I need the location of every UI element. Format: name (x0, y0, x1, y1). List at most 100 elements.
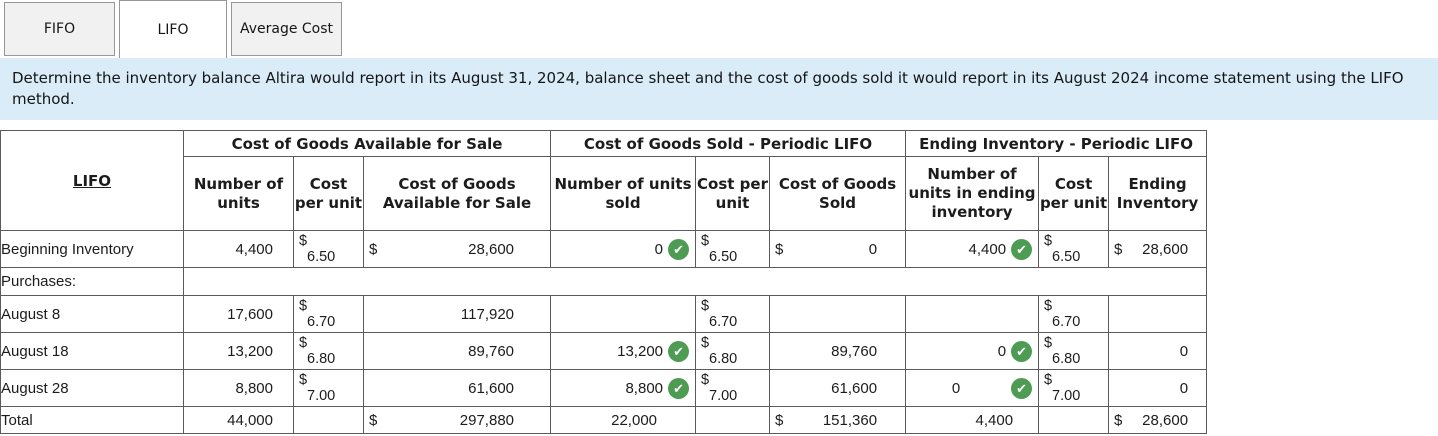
group-header-row: LIFO Cost of Goods Available for Sale Co… (0, 130, 1208, 231)
dollar-sign: $ (1044, 334, 1053, 351)
units-sold-cell[interactable]: 0 ✔ (550, 230, 697, 268)
dollar-sign: $ (701, 371, 710, 388)
dollar-sign: $ (1044, 297, 1053, 314)
correct-check-icon: ✔ (668, 377, 690, 399)
col-cost-per-unit-sold: Cost per unit (695, 156, 771, 231)
dollar-sign: $ (1114, 411, 1123, 429)
units-sold-cell[interactable]: 8,800 ✔ (550, 369, 697, 407)
dollar-sign: $ (299, 232, 308, 249)
cost-goods-available-cell: $28,600 (362, 230, 552, 268)
cost-goods-available-cell: 61,600 (362, 369, 552, 407)
correct-check-icon: ✔ (668, 238, 690, 260)
col-units-ending: Number of units in ending inventory (905, 156, 1040, 231)
units-ending-total-cell: 4,400 (905, 406, 1040, 434)
dollar-sign: $ (1114, 240, 1123, 258)
tab-fifo[interactable]: FIFO (4, 2, 115, 56)
dollar-sign: $ (775, 240, 784, 258)
cost-per-unit-sold-cell: $6.80 (695, 332, 771, 370)
col-units-sold: Number of units sold (550, 156, 697, 231)
units-available-cell: 17,600 (183, 295, 294, 333)
cost-per-unit-ending-cell (1038, 406, 1110, 434)
entered-value: 8,800 (625, 379, 664, 397)
col-cost-of-goods-sold: Cost of Goods Sold (769, 156, 907, 231)
ending-inventory-cell (1108, 295, 1208, 333)
cost-per-unit-sold-cell (695, 406, 771, 434)
unit-cost-value: 6.70 (307, 313, 336, 330)
ending-inventory-cell: 0 (1108, 369, 1208, 407)
cost-goods-available-cell: 89,760 (362, 332, 552, 370)
row-label: August 28 (0, 369, 184, 407)
dollar-sign: $ (701, 334, 710, 351)
cost-per-unit-available-cell: $6.70 (293, 295, 364, 333)
ending-inventory-total-cell: $28,600 (1108, 406, 1208, 434)
correct-check-icon: ✔ (668, 340, 690, 362)
tab-average-cost[interactable]: Average Cost (231, 2, 342, 56)
tab-lifo[interactable]: LIFO (119, 0, 227, 58)
dollar-sign: $ (775, 411, 784, 429)
row-total: Total 44,000 $297,880 22,000 $151,360 4,… (0, 406, 1208, 434)
tab-bar: FIFO LIFO Average Cost (0, 0, 1438, 58)
row-label: Total (0, 406, 184, 434)
units-ending-cell[interactable]: 4,400 ✔ (905, 230, 1040, 268)
entered-value: 0 (997, 342, 1007, 360)
entered-value: 13,200 (617, 342, 664, 360)
row-label: Purchases: (0, 267, 184, 296)
units-sold-cell[interactable]: 13,200 ✔ (550, 332, 697, 370)
correct-check-icon: ✔ (1011, 238, 1033, 260)
row-august-18: August 18 13,200 $6.80 89,760 13,200 ✔ $6… (0, 332, 1208, 370)
cost-per-unit-available-cell: $6.80 (293, 332, 364, 370)
col-cost-goods-available: Cost of Goods Available for Sale (362, 156, 552, 231)
unit-cost-value: 6.80 (1052, 350, 1081, 367)
entered-value: 0 (654, 240, 664, 258)
row-purchases: Purchases: (0, 267, 1208, 296)
unit-cost-value: 7.00 (307, 387, 336, 404)
cost-per-unit-available-cell (293, 406, 364, 434)
unit-cost-value: 7.00 (1052, 387, 1081, 404)
cost-goods-available-total-cell: $297,880 (362, 406, 552, 434)
unit-cost-value: 6.50 (307, 248, 336, 265)
cost-of-goods-sold-cell: 89,760 (769, 332, 907, 370)
entered-value: 0 (951, 379, 961, 397)
row-label: August 8 (0, 295, 184, 333)
cost-per-unit-sold-cell: $6.50 (695, 230, 771, 268)
dollar-sign: $ (369, 240, 378, 258)
row-august-28: August 28 8,800 $7.00 61,600 8,800 ✔ $7.0… (0, 369, 1208, 407)
cost-of-goods-sold-cell (769, 295, 907, 333)
cost-per-unit-available-cell: $6.50 (293, 230, 364, 268)
unit-cost-value: 7.00 (709, 387, 738, 404)
units-ending-cell (905, 295, 1040, 333)
correct-check-icon: ✔ (1011, 340, 1033, 362)
column-header-row: Number of units Cost per unit Cost of Go… (1, 156, 1208, 231)
dollar-sign: $ (1044, 232, 1053, 249)
units-available-cell: 13,200 (183, 332, 294, 370)
col-number-of-units: Number of units (183, 156, 294, 231)
units-sold-total-cell: 22,000 (550, 406, 697, 434)
cost-goods-available-cell: 117,920 (362, 295, 552, 333)
row-august-8: August 8 17,600 $6.70 117,920 $6.70 $6.7… (0, 295, 1208, 333)
cost-per-unit-ending-cell: $6.80 (1038, 332, 1110, 370)
row-beginning-inventory: Beginning Inventory 4,400 $6.50 $28,600 … (0, 230, 1208, 268)
col-cost-per-unit-available: Cost per unit (293, 156, 364, 231)
dollar-sign: $ (1044, 371, 1053, 388)
amount-value: 297,880 (459, 411, 515, 429)
cost-of-goods-sold-cell: 61,600 (769, 369, 907, 407)
dollar-sign: $ (701, 297, 710, 314)
units-sold-cell (550, 295, 697, 333)
col-cost-per-unit-ending: Cost per unit (1038, 156, 1110, 231)
empty-cell (182, 267, 1208, 296)
dollar-sign: $ (299, 371, 308, 388)
row-label: August 18 (0, 332, 184, 370)
unit-cost-value: 6.80 (709, 350, 738, 367)
lifo-table: LIFO Cost of Goods Available for Sale Co… (0, 130, 1208, 434)
amount-value: 28,600 (1142, 240, 1189, 258)
correct-check-icon: ✔ (1011, 377, 1033, 399)
dollar-sign: $ (299, 297, 308, 314)
group-ending-inventory: Ending Inventory - Periodic LIFO (905, 130, 1208, 157)
group-cost-goods-sold: Cost of Goods Sold - Periodic LIFO (550, 130, 907, 157)
amount-value: 28,600 (468, 240, 515, 258)
units-ending-cell[interactable]: 0 ✔ (905, 332, 1040, 370)
cost-of-goods-sold-cell: $0 (769, 230, 907, 268)
cost-per-unit-ending-cell: $7.00 (1038, 369, 1110, 407)
units-ending-cell[interactable]: 0 ✔ (905, 369, 1040, 407)
